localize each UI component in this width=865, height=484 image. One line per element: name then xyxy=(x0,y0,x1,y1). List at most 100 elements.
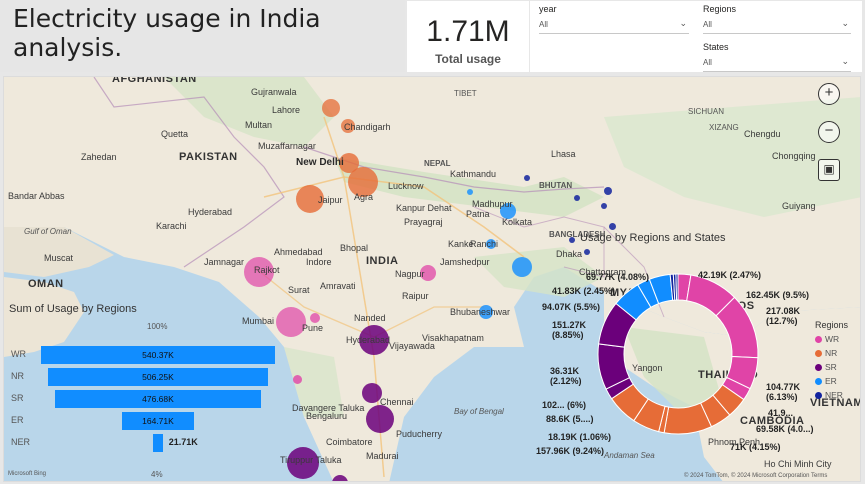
map-label-kanpur: Kanpur Dehat xyxy=(396,203,452,213)
map-label-multan: Multan xyxy=(245,120,273,130)
map-label-agra: Agra xyxy=(354,192,374,202)
map-label-coimbatore: Coimbatore xyxy=(326,437,373,447)
funnel-row[interactable]: SR 476.68K xyxy=(3,390,303,408)
map-label-chongqing: Chongqing xyxy=(772,151,816,161)
map-bubble-ner[interactable] xyxy=(569,237,575,243)
chevron-down-icon: ⌄ xyxy=(679,18,687,28)
donut-slice[interactable] xyxy=(675,273,679,301)
map-label-chengdu: Chengdu xyxy=(744,129,781,139)
map-label-jaipur: Jaipur xyxy=(318,195,343,205)
legend-item[interactable]: ER xyxy=(815,376,848,386)
funnel-row-name: ER xyxy=(11,415,24,425)
map-label-vietnam: VIETNAM xyxy=(810,397,861,409)
map-bubble-er[interactable] xyxy=(512,257,532,277)
map-bubble-ner[interactable] xyxy=(601,203,607,209)
donut-svg[interactable] xyxy=(540,232,860,482)
map-label-hochiminh: Ho Chi Minh City xyxy=(764,459,832,469)
map-bubble-nr[interactable] xyxy=(322,99,340,117)
funnel-row[interactable]: WR 540.37K xyxy=(3,346,303,364)
funnel-row-name: NR xyxy=(11,371,24,381)
map-bubble-er[interactable] xyxy=(479,305,493,319)
donut-chart[interactable]: Usage by Regions and States 69.77K (4.08… xyxy=(536,232,860,482)
funnel-row[interactable]: NR 506.25K xyxy=(3,368,303,386)
map-label-amravati: Amravati xyxy=(320,281,356,291)
map-label-hyderabadpk: Hyderabad xyxy=(188,207,233,217)
donut-title: Usage by Regions and States xyxy=(580,232,726,244)
legend-item[interactable]: NER xyxy=(815,390,848,400)
map-label-puducherry: Puducherry xyxy=(396,429,443,439)
donut-label: 69.77K (4.08%) xyxy=(586,272,650,282)
donut-label: 42.19K (2.47%) xyxy=(698,270,762,280)
map-bubble-wr[interactable] xyxy=(293,375,302,384)
map-label-bayofbengal: Bay of Bengal xyxy=(454,407,504,416)
map-bubble-ner[interactable] xyxy=(609,223,616,230)
year-slicer: year All ⌄ xyxy=(539,4,689,34)
map-style-button[interactable]: ▣ xyxy=(818,159,840,181)
funnel-row[interactable]: ER 164.71K xyxy=(3,412,303,430)
map-label-davangere: Davangere Taluka xyxy=(292,403,365,413)
funnel-bar[interactable]: 540.37K xyxy=(41,346,275,364)
map-bubble-er[interactable] xyxy=(467,189,473,195)
map-label-bandarabbas: Bandar Abbas xyxy=(8,191,65,201)
map-visual[interactable]: AFGHANISTAN PAKISTAN INDIA OMAN NEPAL BH… xyxy=(3,76,861,482)
funnel-bar[interactable] xyxy=(153,434,163,452)
map-bubble-ner[interactable] xyxy=(604,187,612,195)
map-bubble-nr[interactable] xyxy=(296,185,324,213)
map-bubble-wr[interactable] xyxy=(276,307,306,337)
map-label-zahedan: Zahedan xyxy=(81,152,117,162)
legend-item[interactable]: WR xyxy=(815,334,848,344)
legend-item[interactable]: SR xyxy=(815,362,848,372)
legend-item[interactable]: NR xyxy=(815,348,848,358)
map-label-guiyang: Guiyang xyxy=(782,201,816,211)
funnel-title: Sum of Usage by Regions xyxy=(9,303,137,315)
regions-slicer: Regions All ⌄ xyxy=(703,4,851,34)
map-label-muzaffarnagar: Muzaffarnagar xyxy=(258,141,316,151)
map-bubble-ner[interactable] xyxy=(584,249,590,255)
map-label-tibet: TIBET xyxy=(454,89,477,98)
donut-label: 69.58K (4.0...) xyxy=(756,424,814,434)
zoom-out-button[interactable]: − xyxy=(818,121,840,143)
map-label-patna: Patna xyxy=(466,209,490,219)
funnel-chart[interactable]: Sum of Usage by Regions 100% 4% WR 540.37… xyxy=(3,298,303,482)
map-label-andaman: Andaman Sea xyxy=(604,451,655,460)
map-bubble-er[interactable] xyxy=(500,203,516,219)
map-bubble-nr[interactable] xyxy=(341,119,355,133)
zoom-in-button[interactable]: + xyxy=(818,83,840,105)
map-bubble-wr[interactable] xyxy=(420,265,436,281)
map-bubble-ner[interactable] xyxy=(524,175,530,181)
map-bubble-sr[interactable] xyxy=(366,405,394,433)
map-bubble-sr[interactable] xyxy=(287,447,319,479)
states-dropdown[interactable]: All ⌄ xyxy=(703,56,851,72)
map-label-gujranwala: Gujranwala xyxy=(251,87,297,97)
kpi-card[interactable]: 1.71M Total usage xyxy=(407,1,529,72)
map-bubble-sr[interactable] xyxy=(332,475,348,481)
map-label-chandigarh: Chandigarh xyxy=(344,122,391,132)
map-bubble-sr[interactable] xyxy=(359,325,389,355)
year-slicer-label: year xyxy=(539,4,557,14)
map-label-visakhapatnam: Visakhapatnam xyxy=(422,333,484,343)
map-label-hyderabad: Hyderabad xyxy=(346,335,391,345)
funnel-row[interactable]: 21.71K NER xyxy=(3,434,303,452)
map-bubble-er[interactable] xyxy=(486,239,496,249)
map-label-lucknow: Lucknow xyxy=(388,181,424,191)
map-bubble-nr[interactable] xyxy=(348,167,378,197)
funnel-bar[interactable]: 476.68K xyxy=(54,390,262,408)
map-bubble-wr[interactable] xyxy=(244,257,274,287)
year-dropdown[interactable]: All ⌄ xyxy=(539,18,689,34)
map-label-bhubaneshwar: Bhubaneshwar xyxy=(450,307,511,317)
map-bubble-wr[interactable] xyxy=(310,313,320,323)
chevron-down-icon: ⌄ xyxy=(841,56,849,66)
funnel-bar[interactable]: 164.71K xyxy=(122,412,194,430)
funnel-top-pct: 100% xyxy=(147,322,168,331)
map-bubble-ner[interactable] xyxy=(574,195,580,201)
funnel-bar[interactable]: 506.25K xyxy=(48,368,268,386)
donut-label: 18.19K (1.06%) xyxy=(548,432,612,442)
donut-label: 94.07K (5.5%) xyxy=(542,302,601,312)
map-label-pune: Pune xyxy=(302,323,324,333)
map-copyright[interactable]: © 2024 TomTom, © 2024 Microsoft Corporat… xyxy=(684,473,828,479)
map-bubble-nr[interactable] xyxy=(339,153,359,173)
map-bubble-sr[interactable] xyxy=(362,383,382,403)
map-label-indore: Indore xyxy=(306,257,332,267)
donut-label: 102... (6%) xyxy=(542,400,587,410)
regions-dropdown[interactable]: All ⌄ xyxy=(703,18,851,34)
